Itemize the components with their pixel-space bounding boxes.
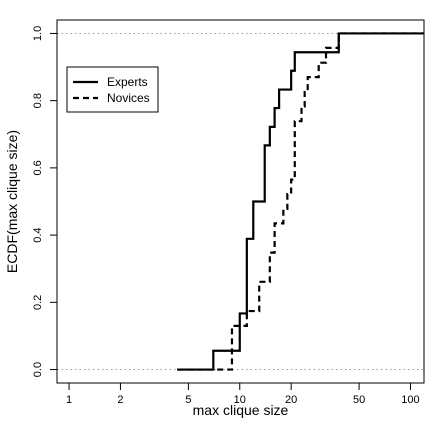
series-layer — [177, 32, 424, 371]
x-tick-label: 20 — [285, 394, 297, 406]
legend-label: Experts — [107, 75, 148, 89]
y-tick-label: 0.0 — [32, 362, 44, 377]
x-axis: 1 2 5 10 20 50 100 — [66, 383, 420, 406]
plot-frame — [56, 19, 425, 384]
y-tick-label: 0.2 — [32, 295, 44, 310]
x-tick-label: 50 — [353, 394, 365, 406]
x-tick-label: 10 — [234, 394, 246, 406]
legend: Experts Novices — [66, 66, 159, 113]
y-axis-label: ECDF(max clique size) — [4, 130, 20, 273]
x-tick-label: 5 — [185, 394, 191, 406]
x-tick-label: 1 — [66, 394, 72, 406]
y-tick-label: 0.8 — [32, 93, 44, 108]
legend-label: Novices — [107, 91, 150, 105]
y-tick-label: 0.4 — [32, 227, 44, 242]
y-tick-label: 0.6 — [32, 160, 44, 175]
series-line-experts — [177, 32, 424, 371]
x-tick-label: 2 — [117, 394, 123, 406]
y-tick-label: 1.0 — [32, 26, 44, 41]
y-axis: 0.0 0.2 0.4 0.6 0.8 1.0 — [32, 26, 57, 377]
x-axis-label: max clique size — [193, 402, 289, 418]
x-tick-label: 100 — [401, 394, 419, 406]
legend-box — [66, 66, 159, 113]
series-line-novices — [177, 32, 424, 371]
